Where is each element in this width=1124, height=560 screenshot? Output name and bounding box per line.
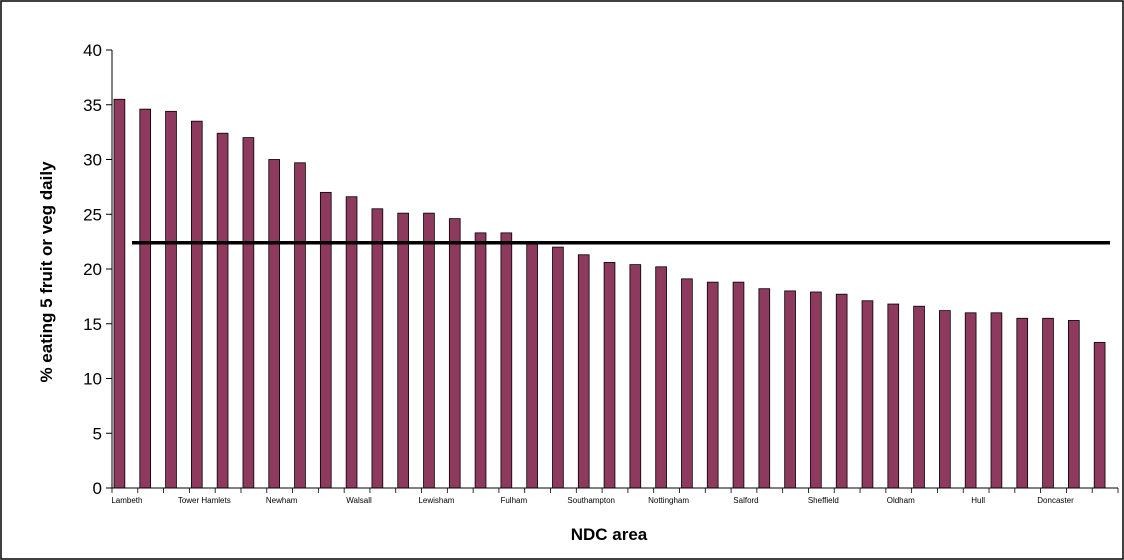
x-category-label-9: Walsall bbox=[346, 496, 372, 505]
x-category-label-0: Lambeth bbox=[111, 496, 142, 505]
y-tick-label-5: 5 bbox=[93, 424, 102, 443]
x-category-label-18: Southampton bbox=[567, 496, 615, 505]
bar-6 bbox=[268, 159, 281, 489]
bar-10 bbox=[371, 208, 384, 489]
bar-38 bbox=[1093, 341, 1106, 489]
bar-33 bbox=[964, 312, 977, 489]
y-tick-label-35: 35 bbox=[83, 96, 102, 115]
bar-28 bbox=[835, 293, 848, 489]
y-tick-label-10: 10 bbox=[83, 370, 102, 389]
bar-1 bbox=[139, 108, 152, 489]
bar-7 bbox=[294, 162, 306, 489]
bar-15 bbox=[500, 232, 513, 489]
bar-31 bbox=[913, 305, 925, 489]
x-category-label-36: Doncaster bbox=[1037, 496, 1074, 505]
axes-group: 0 5 10 15 20 25 30 35 40 bbox=[83, 41, 1119, 498]
bar-32 bbox=[939, 310, 951, 489]
bar-16 bbox=[526, 243, 538, 489]
bar-5 bbox=[242, 137, 255, 489]
bar-24 bbox=[732, 281, 745, 489]
bar-18 bbox=[577, 254, 590, 489]
bar-12 bbox=[423, 212, 435, 489]
bar-19 bbox=[603, 262, 616, 489]
x-category-label-3: Tower Hamlets bbox=[178, 496, 231, 505]
bar-27 bbox=[810, 291, 822, 489]
bar-0 bbox=[113, 98, 126, 489]
x-category-label-30: Oldham bbox=[887, 496, 915, 505]
y-tick-label-20: 20 bbox=[83, 260, 102, 279]
bar-9 bbox=[345, 196, 358, 489]
bar-4 bbox=[216, 132, 229, 489]
bar-30 bbox=[887, 303, 900, 489]
x-category-label-15: Fulham bbox=[500, 496, 527, 505]
x-category-label-21: Nottingham bbox=[648, 496, 689, 505]
bar-37 bbox=[1068, 320, 1080, 489]
bar-8 bbox=[319, 191, 332, 489]
bar-14 bbox=[474, 232, 487, 489]
bar-3 bbox=[190, 120, 203, 489]
bar-34 bbox=[990, 312, 1003, 489]
bar-23 bbox=[706, 281, 719, 489]
bar-22 bbox=[681, 278, 693, 489]
y-axis-title: % eating 5 fruit or veg daily bbox=[37, 161, 56, 383]
x-category-label-33: Hull bbox=[971, 496, 985, 505]
y-tick-label-15: 15 bbox=[83, 315, 102, 334]
bar-20 bbox=[629, 264, 642, 489]
x-axis-title: NDC area bbox=[571, 525, 648, 544]
x-category-label-12: Lewisham bbox=[418, 496, 454, 505]
x-category-label-27: Sheffield bbox=[808, 496, 839, 505]
bar-36 bbox=[1042, 317, 1054, 489]
bar-2 bbox=[165, 110, 177, 489]
bar-25 bbox=[758, 288, 771, 489]
y-tick-label-30: 30 bbox=[83, 151, 102, 170]
bar-13 bbox=[448, 218, 461, 489]
bar-21 bbox=[655, 266, 667, 489]
bar-35 bbox=[1016, 317, 1029, 489]
x-category-label-6: Newham bbox=[266, 496, 298, 505]
y-tick-label-25: 25 bbox=[83, 205, 102, 224]
bar-29 bbox=[861, 300, 874, 489]
y-tick-label-0: 0 bbox=[93, 479, 102, 498]
y-tick-label-40: 40 bbox=[83, 41, 102, 60]
bar-17 bbox=[552, 246, 564, 489]
bar-26 bbox=[784, 290, 796, 489]
x-category-label-24: Salford bbox=[733, 496, 758, 505]
bar-11 bbox=[397, 212, 409, 489]
labels-group: Lambeth Tower Hamlets Newham Walsall Lewisha… bbox=[111, 496, 1074, 505]
